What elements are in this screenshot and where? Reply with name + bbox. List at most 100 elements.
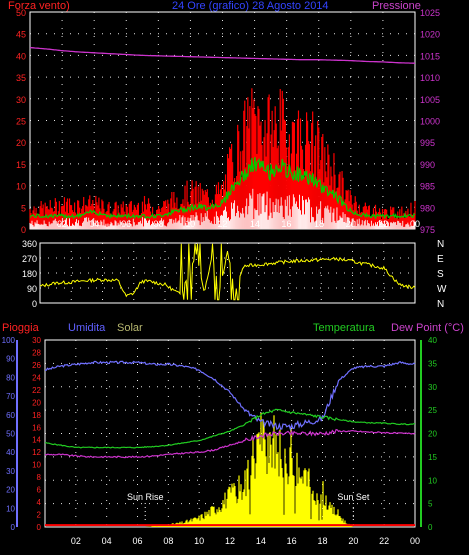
time-tick-label: 12 [217,219,227,229]
humidity-line [45,360,416,432]
temp-tick-label: 40 [428,336,437,345]
left-tick-label: 0 [21,225,26,235]
right-tick-label: 1010 [420,73,440,83]
time-tick-label: 00 [410,536,420,546]
time-tick-label: 02 [71,536,81,546]
right-tick-label: 1020 [420,30,440,40]
rain-tick-label: 6 [37,486,42,495]
time-tick-label: 08 [163,536,173,546]
time-tick-label: 06 [132,536,142,546]
left-tick-label: 35 [16,73,26,83]
right-tick-label: 990 [420,160,435,170]
compass-label: E [437,254,444,265]
panel1-series [29,46,416,229]
direction-tick-label: 270 [22,254,37,264]
time-tick-label: 14 [250,219,260,229]
sun-annotation: Sun Set [337,492,370,502]
left-tick-label: 15 [16,160,26,170]
rain-legend: Pioggia [2,322,40,334]
temperature-line [44,408,416,449]
wind-direction-line [39,243,416,301]
humidity-tick-label: 90 [6,355,15,364]
time-tick-label: 18 [314,219,324,229]
humidity-tick-label: 50 [6,430,15,439]
left-tick-label: 10 [16,182,26,192]
rain-tick-label: 12 [32,448,41,457]
time-tick-label: 14 [256,536,266,546]
humidity-tick-label: 60 [6,411,15,420]
direction-tick-label: 0 [32,299,37,309]
time-tick-label: 16 [282,219,292,229]
rain-tick-label: 10 [32,461,41,470]
humidity-tick-label: 0 [11,523,16,532]
time-tick-label: 06 [121,219,131,229]
temperature-legend: Temperatura [313,322,376,334]
panel2-grid [40,243,415,303]
panel3-time-ticks: 02 04 06 08 10 12 14 16 18 20 22 00 [71,536,420,546]
header-title: 24 Ore (grafico) 28 Agosto 2014 [172,0,329,12]
panel3-annotations: Sun Rise Sun Set [127,492,370,523]
time-tick-label: 04 [89,219,99,229]
temp-tick-label: 5 [428,500,433,509]
left-tick-label: 40 [16,51,26,61]
rain-tick-label: 18 [32,411,41,420]
temp-tick-label: 10 [428,476,437,485]
temp-tick-label: 15 [428,453,437,462]
sun-annotation: Sun Rise [127,492,164,502]
right-tick-label: 980 [420,203,435,213]
temp-tick-label: 20 [428,430,437,439]
time-tick-label: 10 [194,536,204,546]
humidity-tick-label: 10 [6,504,15,513]
time-tick-label: 00 [410,219,420,229]
humidity-tick-label: 20 [6,486,15,495]
humidity-legend: Umidita [68,322,106,334]
rain-tick-label: 22 [32,386,41,395]
dewpoint-legend: Dew Point (°C) [391,322,464,334]
left-tick-label: 20 [16,138,26,148]
time-tick-label: 12 [225,536,235,546]
rain-tick-label: 24 [32,373,41,382]
right-tick-label: 1015 [420,51,440,61]
humidity-tick-label: 30 [6,467,15,476]
header-left-label: Forza vento) [8,0,70,12]
rain-tick-label: 14 [32,436,41,445]
panel3-temp-axis-ticks: 0 5 10 15 20 25 30 35 40 [420,336,437,532]
humidity-tick-label: 70 [6,392,15,401]
panel2-series [39,243,416,301]
time-tick-label: 08 [153,219,163,229]
humidity-tick-label: 80 [6,373,15,382]
solar-legend: Solar [117,322,143,334]
temp-tick-label: 35 [428,359,437,368]
left-tick-label: 50 [16,8,26,18]
panel3-humidity-axis-ticks: 0 10 20 30 40 50 60 70 80 90 100 [2,336,18,532]
header-right-label: Pressione [372,0,421,12]
direction-tick-label: 180 [22,269,37,279]
right-tick-label: 995 [420,138,435,148]
time-tick-label: 20 [346,219,356,229]
time-tick-label: 10 [185,219,195,229]
time-tick-label: 22 [378,219,388,229]
right-tick-label: 1000 [420,117,440,127]
right-tick-label: 1025 [420,8,440,18]
dewpoint-line [44,428,416,459]
rain-tick-label: 30 [32,336,41,345]
rain-tick-label: 26 [32,361,41,370]
temp-tick-label: 25 [428,406,437,415]
compass-label: W [437,284,447,295]
right-tick-label: 985 [420,182,435,192]
left-tick-label: 30 [16,95,26,105]
left-tick-label: 5 [21,203,26,213]
rain-tick-label: 0 [37,523,42,532]
rain-tick-label: 20 [32,398,41,407]
time-tick-label: 20 [348,536,358,546]
right-tick-label: 1005 [420,95,440,105]
left-tick-label: 25 [16,117,26,127]
panel1-left-axis-ticks: 0 5 10 15 20 25 30 35 40 45 50 [16,8,26,235]
direction-tick-label: 90 [27,284,37,294]
rain-tick-label: 28 [32,348,41,357]
compass-label: S [437,269,444,280]
